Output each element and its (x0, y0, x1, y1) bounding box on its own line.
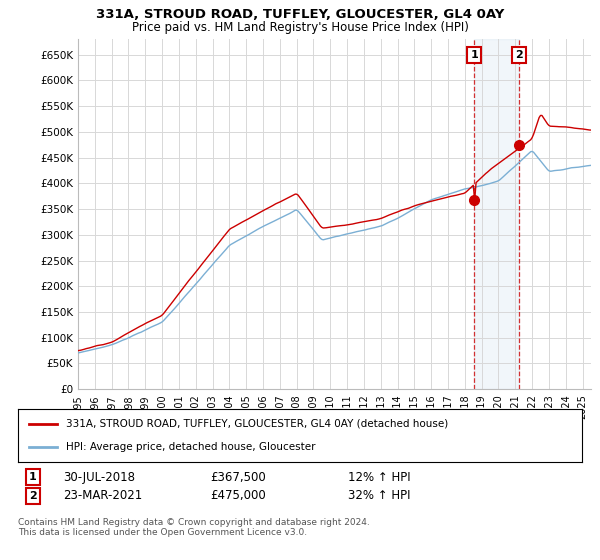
Text: 12% ↑ HPI: 12% ↑ HPI (348, 470, 410, 484)
Text: Price paid vs. HM Land Registry's House Price Index (HPI): Price paid vs. HM Land Registry's House … (131, 21, 469, 34)
Text: 30-JUL-2018: 30-JUL-2018 (63, 470, 135, 484)
Text: Contains HM Land Registry data © Crown copyright and database right 2024.
This d: Contains HM Land Registry data © Crown c… (18, 518, 370, 538)
Text: 1: 1 (470, 50, 478, 60)
Text: 1: 1 (29, 472, 37, 482)
Text: £367,500: £367,500 (210, 470, 266, 484)
Text: 23-MAR-2021: 23-MAR-2021 (63, 489, 142, 502)
Text: 331A, STROUD ROAD, TUFFLEY, GLOUCESTER, GL4 0AY: 331A, STROUD ROAD, TUFFLEY, GLOUCESTER, … (96, 8, 504, 21)
Text: £475,000: £475,000 (210, 489, 266, 502)
Text: 2: 2 (29, 491, 37, 501)
Bar (475, 39, 519, 389)
Text: HPI: Average price, detached house, Gloucester: HPI: Average price, detached house, Glou… (66, 442, 316, 452)
Text: 331A, STROUD ROAD, TUFFLEY, GLOUCESTER, GL4 0AY (detached house): 331A, STROUD ROAD, TUFFLEY, GLOUCESTER, … (66, 419, 448, 429)
Text: 2: 2 (515, 50, 523, 60)
Text: 32% ↑ HPI: 32% ↑ HPI (348, 489, 410, 502)
